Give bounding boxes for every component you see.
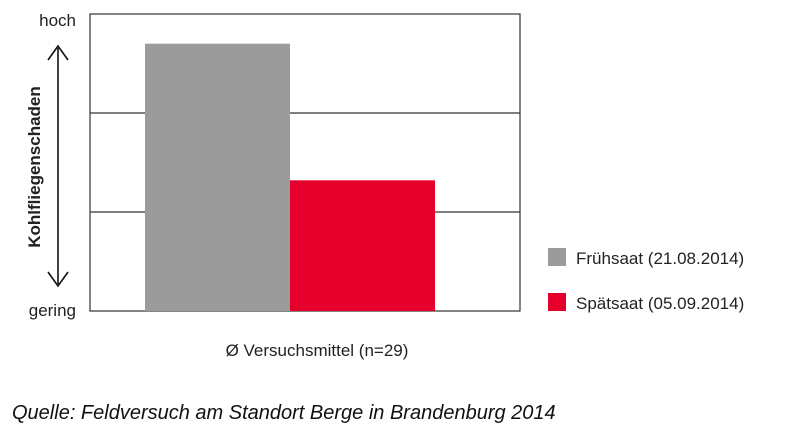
legend-swatch-1 xyxy=(548,248,566,266)
chart: hoch gering Kohlfliegenschaden Ø Versuch… xyxy=(25,11,744,360)
y-bottom-label: gering xyxy=(29,301,76,320)
y-axis-arrow xyxy=(47,44,69,288)
legend-label-1: Frühsaat (21.08.2014) xyxy=(576,249,744,268)
legend-label-2: Spätsaat (05.09.2014) xyxy=(576,294,744,313)
x-axis-label: Ø Versuchsmittel (n=29) xyxy=(226,341,409,360)
bar-series-1 xyxy=(145,43,290,311)
y-axis-label: Kohlfliegenschaden xyxy=(25,86,44,248)
legend: Frühsaat (21.08.2014) Spätsaat (05.09.201… xyxy=(548,248,744,313)
bars xyxy=(145,43,435,311)
bar-series-2 xyxy=(290,180,435,311)
legend-swatch-2 xyxy=(548,293,566,311)
y-top-label: hoch xyxy=(39,11,76,30)
source-note: Quelle: Feldversuch am Standort Berge in… xyxy=(12,402,556,424)
